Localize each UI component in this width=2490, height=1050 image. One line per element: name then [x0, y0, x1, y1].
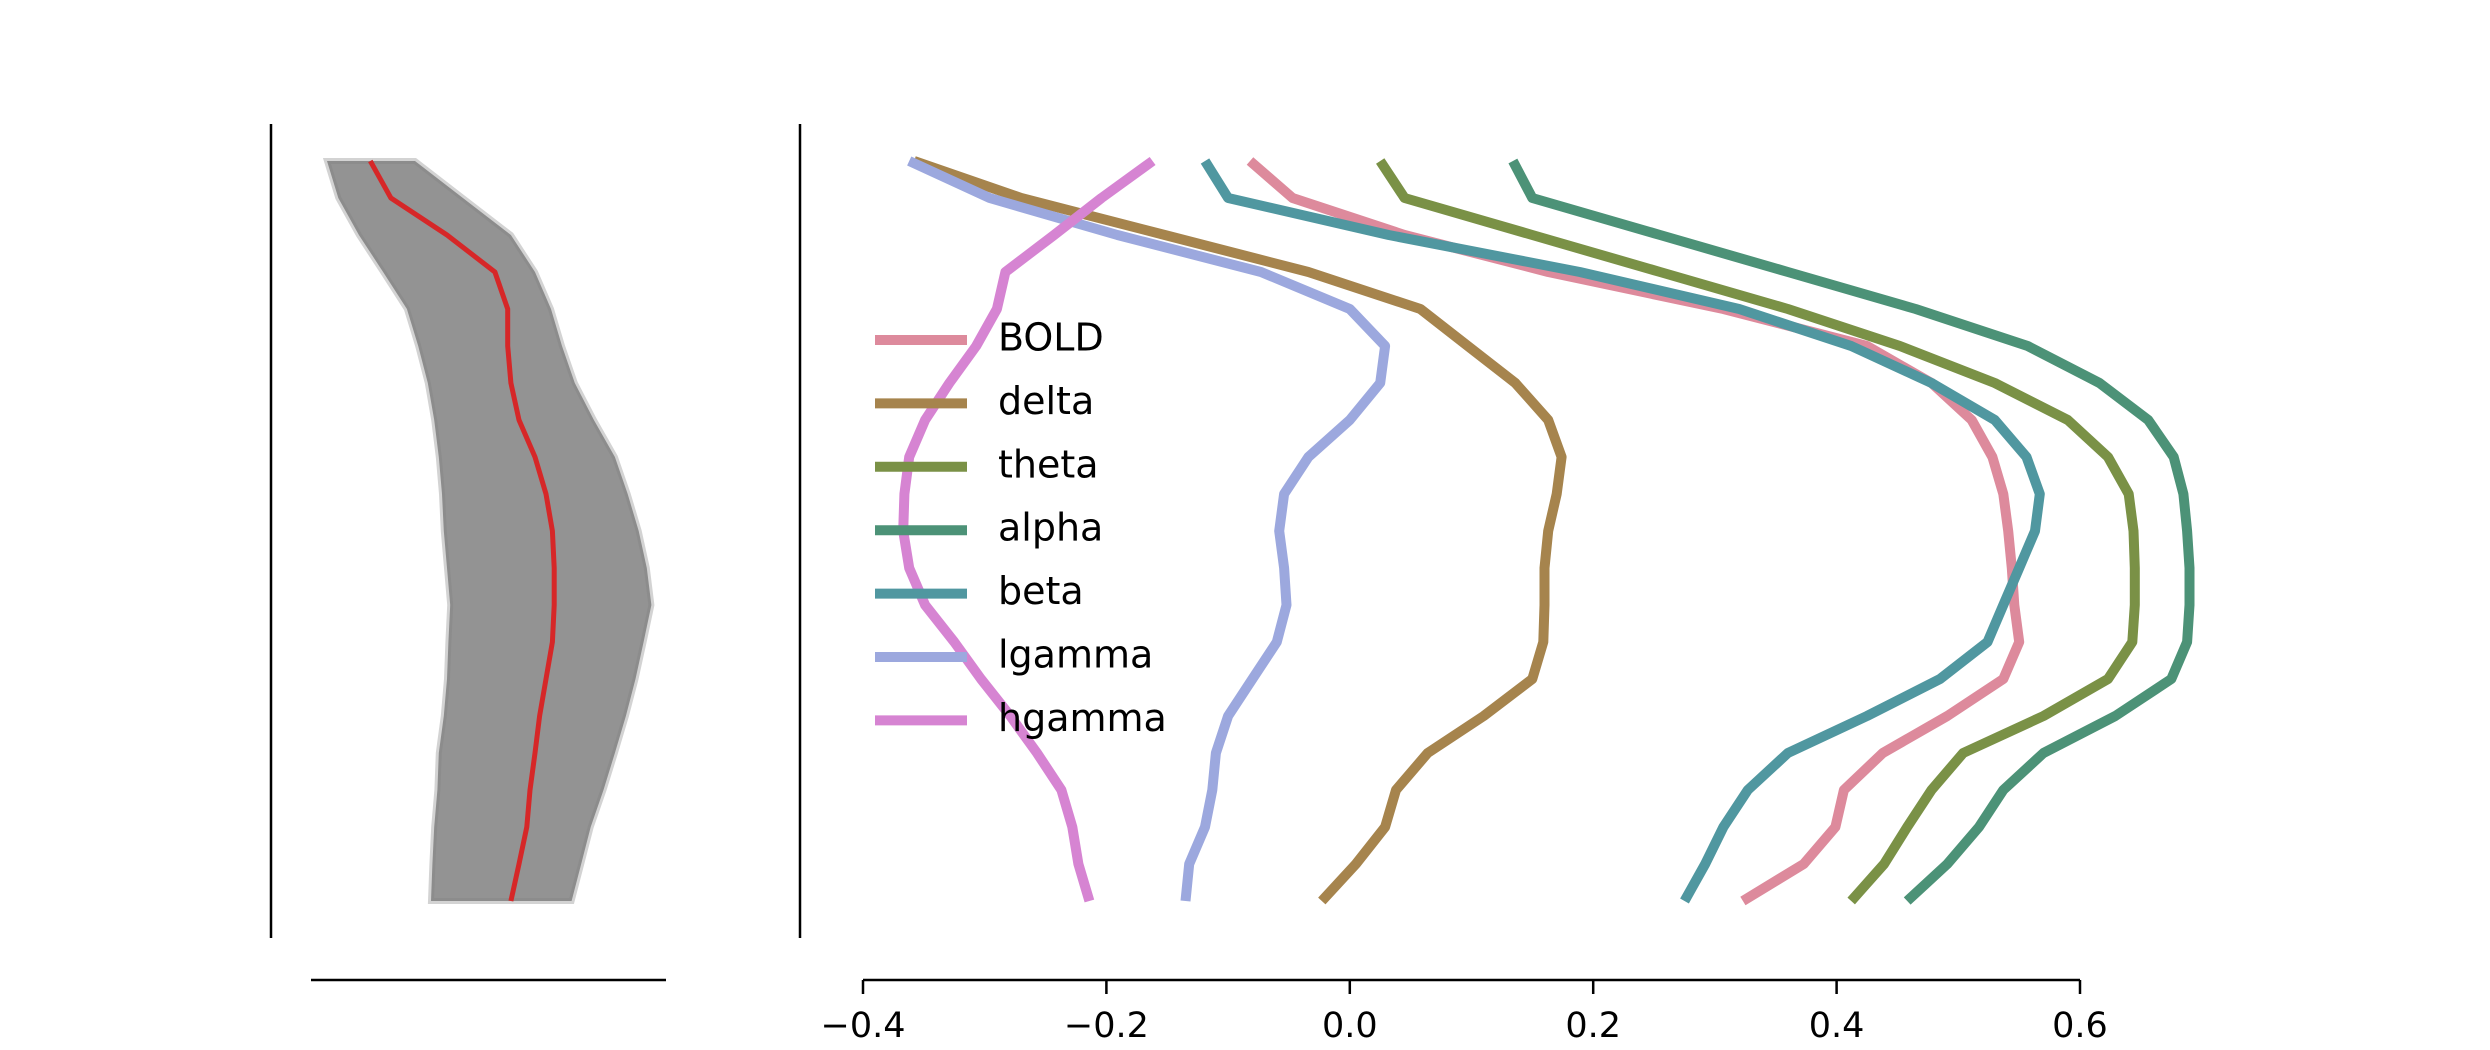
x-tick-label: 0.6: [2052, 1006, 2108, 1046]
legend-label: lgamma: [998, 633, 1153, 677]
x-tick-label: −0.2: [1064, 1006, 1149, 1046]
legend-label: beta: [998, 569, 1084, 613]
mean-line: [368, 159, 557, 902]
legend-label: theta: [998, 442, 1099, 486]
series-line: [1376, 158, 2140, 905]
x-tick-label: −0.4: [821, 1006, 906, 1046]
spread-band: [322, 158, 655, 904]
series-line: [912, 156, 1567, 905]
x-tick-label: 0.4: [1809, 1006, 1865, 1046]
legend-label: alpha: [998, 506, 1103, 550]
series-line: [907, 156, 1391, 902]
series-line: [1508, 158, 2195, 905]
legend-label: hgamma: [998, 696, 1167, 740]
legend-label: delta: [998, 379, 1094, 423]
series-line: [1200, 158, 2045, 904]
x-tick-label: 0.2: [1565, 1006, 1621, 1046]
legend-label: BOLD: [998, 316, 1104, 360]
series-line: [1246, 157, 2025, 906]
x-tick-label: 0.0: [1322, 1006, 1378, 1046]
